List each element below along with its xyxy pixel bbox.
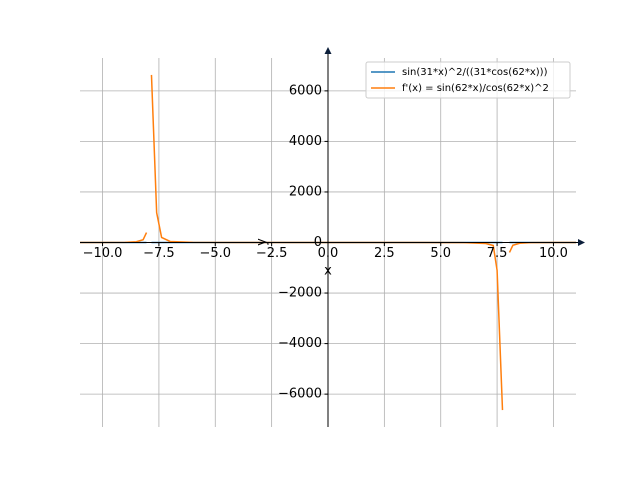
x-tick-label: −10.0 (83, 246, 123, 261)
x-tick-label: 7.5 (487, 246, 508, 261)
legend-label: f'(x) = sin(62*x)/cos(62*x)^2 (402, 83, 549, 94)
legend-label: sin(31*x)^2/((31*cos(62*x))) (402, 67, 548, 78)
x-axis-arrow (578, 239, 585, 246)
x-tick-label: 2.5 (374, 246, 395, 261)
x-tick-label: −7.5 (143, 246, 175, 261)
x-tick-label: −2.5 (256, 246, 288, 261)
x-tick-label: 5.0 (430, 246, 451, 261)
y-tick-label: −4000 (278, 336, 322, 351)
x-tick-label: −5.0 (199, 246, 231, 261)
x-axis-label: x (324, 264, 332, 279)
y-tick-label: 4000 (289, 134, 322, 149)
y-axis-arrow (324, 47, 332, 54)
x-tick-label: 10.0 (539, 246, 568, 261)
legend: sin(31*x)^2/((31*cos(62*x))) f'(x) = sin(… (365, 61, 571, 99)
y-tick-label: 2000 (289, 184, 322, 199)
legend-box (365, 61, 571, 99)
y-tick-label: −2000 (278, 286, 322, 301)
y-tick-label: 6000 (289, 83, 322, 98)
y-axis-label: y (255, 238, 270, 246)
y-tick-label: −6000 (278, 387, 322, 402)
